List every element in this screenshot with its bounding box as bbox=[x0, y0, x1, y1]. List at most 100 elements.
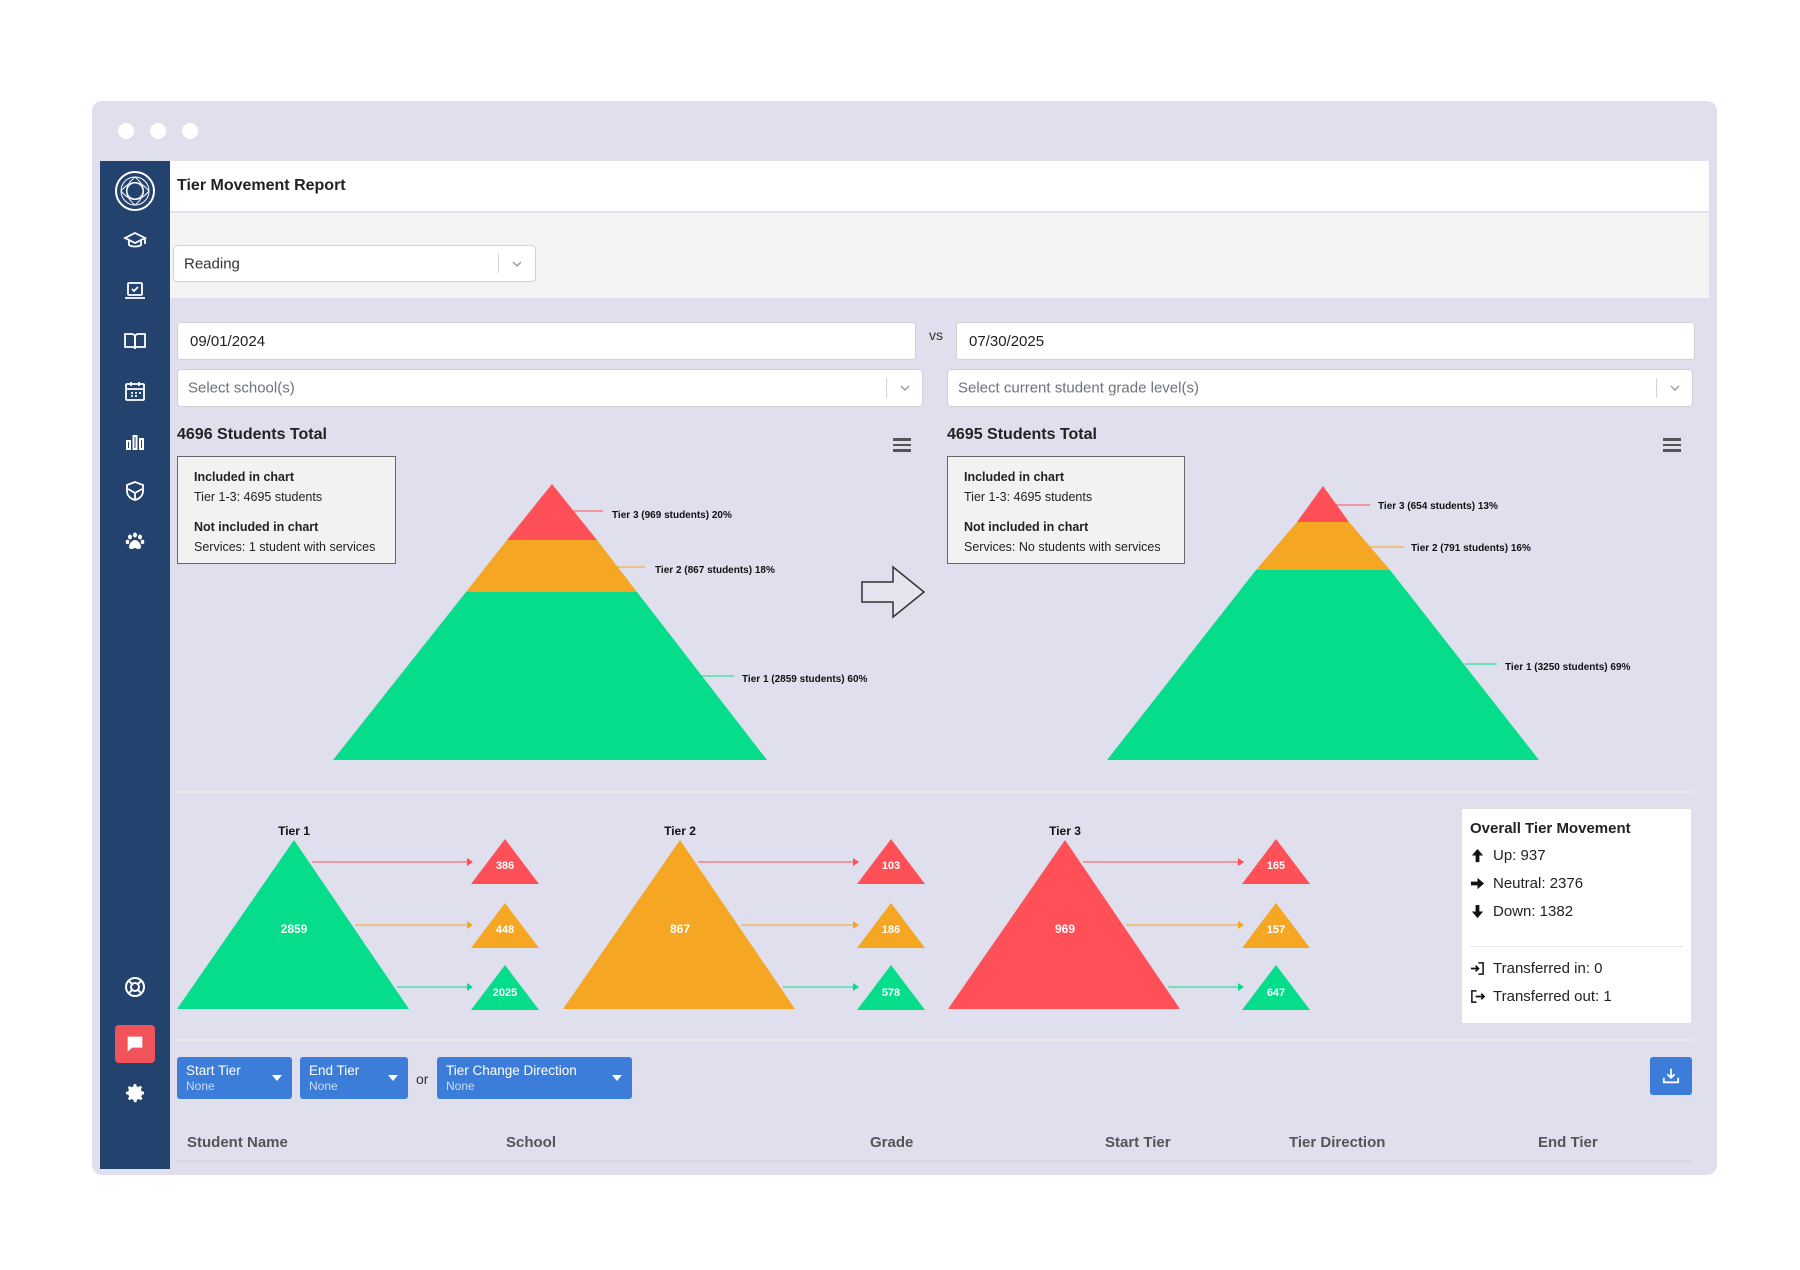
lifebuoy-icon[interactable] bbox=[121, 973, 149, 1001]
column-header-student-name[interactable]: Student Name bbox=[187, 1134, 288, 1151]
school-select[interactable]: Select school(s) bbox=[177, 369, 923, 407]
vs-label: vs bbox=[929, 327, 943, 343]
info-not-included-text: Services: 1 student with services bbox=[194, 540, 376, 554]
end-tier-label: End Tier bbox=[309, 1063, 360, 1078]
tier-direction-value: None bbox=[446, 1079, 475, 1093]
flow-tier2-to-green-count: 578 bbox=[882, 987, 900, 999]
flow-tier2: Tier 2 867 103 186 578 bbox=[563, 824, 925, 1010]
flow-tier2-to-orange[interactable] bbox=[857, 903, 925, 948]
column-header-grade[interactable]: Grade bbox=[870, 1134, 914, 1151]
flow-tier2-triangle[interactable] bbox=[563, 840, 795, 1009]
flow-tier2-to-red[interactable] bbox=[857, 839, 925, 884]
arrow-right-icon bbox=[1470, 877, 1485, 890]
start-tier-label: Start Tier bbox=[186, 1063, 241, 1078]
overall-tier-movement: Overall Tier Movement Up: 937 Neutral: 2… bbox=[1461, 808, 1692, 1024]
flow-tier1-triangle[interactable] bbox=[177, 840, 409, 1009]
column-header-end-tier[interactable]: End Tier bbox=[1538, 1134, 1598, 1151]
download-icon bbox=[1662, 1068, 1680, 1084]
window-dot[interactable] bbox=[182, 123, 198, 139]
flow-tier1-to-orange[interactable] bbox=[471, 903, 539, 948]
column-header-school[interactable]: School bbox=[506, 1134, 557, 1151]
left-tier3-segment[interactable] bbox=[507, 484, 597, 540]
subject-select-value: Reading bbox=[184, 255, 240, 272]
school-select-placeholder: Select school(s) bbox=[188, 379, 295, 397]
right-tier2-segment[interactable] bbox=[1256, 522, 1390, 570]
flow-tier1: Tier 1 2859 386 448 2025 bbox=[177, 824, 539, 1010]
page-title: Tier Movement Report bbox=[177, 177, 346, 194]
flow-tier2-to-orange-count: 186 bbox=[882, 924, 900, 936]
sidebar bbox=[100, 161, 170, 1169]
flow-tier1-to-orange-count: 448 bbox=[496, 924, 514, 936]
book-open-icon[interactable] bbox=[121, 327, 149, 355]
end-tier-value: None bbox=[309, 1079, 338, 1093]
subject-select[interactable]: Reading bbox=[173, 245, 536, 282]
flow-tier2-to-green[interactable] bbox=[857, 965, 925, 1010]
chat-button[interactable] bbox=[115, 1025, 155, 1063]
laptop-check-icon[interactable] bbox=[121, 277, 149, 305]
graduation-cap-icon[interactable] bbox=[121, 227, 149, 255]
left-tier2-segment[interactable] bbox=[466, 540, 637, 592]
flow-tier1-to-red-count: 386 bbox=[496, 860, 514, 872]
flow-tier3-to-red[interactable] bbox=[1242, 839, 1310, 884]
gear-icon[interactable] bbox=[121, 1079, 149, 1107]
flow-tier3-to-green[interactable] bbox=[1242, 965, 1310, 1010]
left-chart-menu-icon[interactable] bbox=[893, 438, 911, 452]
bar-chart-icon[interactable] bbox=[121, 427, 149, 455]
left-students-total: 4696 Students Total bbox=[177, 426, 327, 443]
end-date-input[interactable]: 07/30/2025 bbox=[956, 322, 1695, 360]
left-tier3-label: Tier 3 (969 students) 20% bbox=[612, 510, 732, 521]
window-dot[interactable] bbox=[150, 123, 166, 139]
caret-down-icon bbox=[612, 1075, 622, 1081]
sign-out-icon bbox=[1471, 990, 1485, 1003]
paw-icon[interactable] bbox=[121, 527, 149, 555]
right-tier3-label: Tier 3 (654 students) 13% bbox=[1378, 501, 1498, 512]
flow-tier3-title: Tier 3 bbox=[1049, 824, 1081, 838]
flow-tier1-to-red[interactable] bbox=[471, 839, 539, 884]
shield-icon[interactable] bbox=[121, 477, 149, 505]
flow-tier1-to-green[interactable] bbox=[471, 965, 539, 1010]
flow-tier2-to-red-count: 103 bbox=[882, 860, 900, 872]
movement-up: Up: 937 bbox=[1493, 847, 1546, 864]
right-tier1-segment[interactable] bbox=[1107, 570, 1539, 760]
end-tier-filter[interactable]: End Tier None bbox=[300, 1057, 408, 1099]
tier-direction-label: Tier Change Direction bbox=[446, 1063, 577, 1078]
left-tier1-label: Tier 1 (2859 students) 60% bbox=[742, 674, 868, 685]
right-chart-menu-icon[interactable] bbox=[1663, 438, 1681, 452]
column-header-start-tier[interactable]: Start Tier bbox=[1105, 1134, 1171, 1151]
flow-tier2-total: 867 bbox=[670, 922, 690, 936]
window-dot[interactable] bbox=[118, 123, 134, 139]
flow-tier3-to-orange-count: 157 bbox=[1267, 924, 1285, 936]
movement-transferred-in: Transferred in: 0 bbox=[1493, 960, 1603, 977]
grade-select[interactable]: Select current student grade level(s) bbox=[947, 369, 1693, 407]
logo-icon[interactable] bbox=[114, 170, 156, 212]
right-tier2-label: Tier 2 (791 students) 16% bbox=[1411, 543, 1531, 554]
chevron-down-icon bbox=[900, 385, 910, 391]
info-not-included-text: Services: No students with services bbox=[964, 540, 1161, 554]
column-header-tier-direction[interactable]: Tier Direction bbox=[1289, 1134, 1386, 1151]
table-header-divider bbox=[175, 1160, 1692, 1162]
chevron-down-icon bbox=[1670, 385, 1680, 391]
flow-tier3-to-green-count: 647 bbox=[1267, 987, 1285, 999]
flow-tier3-to-red-count: 165 bbox=[1267, 860, 1285, 872]
sign-in-icon bbox=[1470, 962, 1484, 975]
compare-arrow-icon bbox=[861, 565, 926, 619]
start-date-input[interactable]: 09/01/2024 bbox=[177, 322, 916, 360]
flow-tier3-triangle[interactable] bbox=[948, 840, 1180, 1009]
movement-neutral: Neutral: 2376 bbox=[1493, 875, 1584, 892]
start-tier-filter[interactable]: Start Tier None bbox=[177, 1057, 292, 1099]
arrow-down-icon bbox=[1471, 904, 1484, 919]
end-date-value: 07/30/2025 bbox=[969, 333, 1045, 350]
or-label: or bbox=[416, 1071, 429, 1087]
top-bar: Tier Movement Report bbox=[170, 161, 1709, 212]
right-students-total: 4695 Students Total bbox=[947, 426, 1097, 443]
right-tier3-segment[interactable] bbox=[1297, 486, 1349, 522]
tier-direction-filter[interactable]: Tier Change Direction None bbox=[437, 1057, 632, 1099]
download-button[interactable] bbox=[1650, 1057, 1692, 1095]
left-tier1-segment[interactable] bbox=[333, 592, 767, 760]
left-tier2-label: Tier 2 (867 students) 18% bbox=[655, 565, 775, 576]
info-not-included-title: Not included in chart bbox=[964, 520, 1089, 534]
start-tier-value: None bbox=[186, 1079, 215, 1093]
flow-tier3-to-orange[interactable] bbox=[1242, 903, 1310, 948]
calendar-icon[interactable] bbox=[121, 377, 149, 405]
flow-tier3: Tier 3 969 165 157 647 bbox=[948, 824, 1310, 1010]
